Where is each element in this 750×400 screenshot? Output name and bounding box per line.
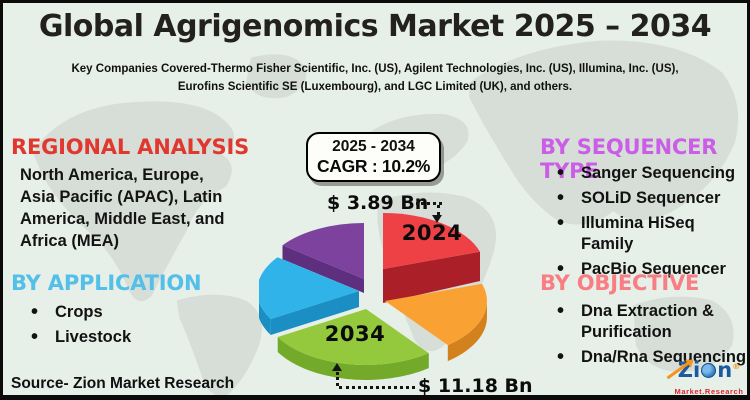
page-title: Global Agrigenomics Market 2025 – 2034 xyxy=(38,9,712,44)
source-attribution: Source- Zion Market Research xyxy=(11,375,235,392)
dotted-connector-2034-horizontal xyxy=(339,386,415,389)
pie-slice-orange-top xyxy=(385,283,487,346)
pie-label-2034: 2034 xyxy=(324,322,386,346)
pie-slice-2034-rim xyxy=(277,337,429,380)
dotted-connector-2024-vertical xyxy=(437,205,440,215)
logo-wordmark: Zi n® xyxy=(666,358,747,382)
pie-slice-blue-top xyxy=(259,257,359,319)
by-application-heading: BY APPLICATION xyxy=(11,271,202,295)
application-list: Crops Livestock xyxy=(25,300,225,352)
pie-slice-blue-side xyxy=(270,291,359,335)
market-value-2034: $ 11.18 Bn xyxy=(418,375,533,397)
logo-letter: i xyxy=(693,358,701,382)
list-item: SOLiD Sequencer xyxy=(551,186,747,212)
list-item: Sanger Sequencing xyxy=(551,161,747,187)
market-value-2024: $ 3.89 Bn xyxy=(327,192,429,214)
arrow-up-icon xyxy=(332,363,342,371)
pie-chart xyxy=(259,213,487,380)
zion-market-research-logo: Zi n® Market.Research xyxy=(666,358,747,396)
list-item: Crops xyxy=(25,300,225,326)
pie-slice-2024-top xyxy=(383,213,480,269)
dotted-connector-2034-vertical xyxy=(336,372,339,386)
by-objective-heading: BY OBJECTIVE xyxy=(540,271,700,295)
pie-slice-orange-rim xyxy=(447,301,487,362)
objective-list: Dna Extraction & Purification Dna/Rna Se… xyxy=(551,299,747,372)
map-north-america xyxy=(32,101,235,302)
pie-slice-purple-top xyxy=(282,223,364,279)
regional-analysis-body: North America, Europe, Asia Pacific (APA… xyxy=(20,166,225,250)
pie-label-2024: 2024 xyxy=(401,221,463,245)
arrow-down-icon xyxy=(432,215,442,223)
key-companies-subtitle: Key Companies Covered-Thermo Fisher Scie… xyxy=(71,63,679,93)
globe-icon xyxy=(701,363,717,378)
pie-slice-2024-side xyxy=(383,251,480,303)
list-item: Dna/Rna Sequencing xyxy=(551,345,747,371)
sequencer-list: Sanger Sequencing SOLiD Sequencer Illumi… xyxy=(551,161,747,285)
regional-analysis-heading: REGIONAL ANALYSIS xyxy=(11,135,249,159)
cagr-callout-box: 2025 - 2034 CAGR : 10.2% xyxy=(306,132,441,182)
pie-slice-purple-side xyxy=(282,245,364,293)
pie-slice-2034-top xyxy=(277,309,429,365)
cagr-value: CAGR : 10.2% xyxy=(316,155,431,176)
dotted-connector-2024-horizontal xyxy=(416,202,442,205)
list-item: Illumina HiSeq Family xyxy=(551,211,747,255)
registered-mark: ® xyxy=(732,362,741,371)
pie-slice-blue-rim xyxy=(259,301,271,335)
list-item: Dna Extraction & Purification xyxy=(551,299,747,343)
list-item: Livestock xyxy=(25,325,225,351)
cagr-period: 2025 - 2034 xyxy=(332,137,415,155)
map-greenland xyxy=(246,54,307,99)
logo-letter: n xyxy=(717,358,733,382)
list-item: PacBio Sequencer xyxy=(551,257,747,283)
logo-tagline: Market.Research xyxy=(674,387,744,396)
